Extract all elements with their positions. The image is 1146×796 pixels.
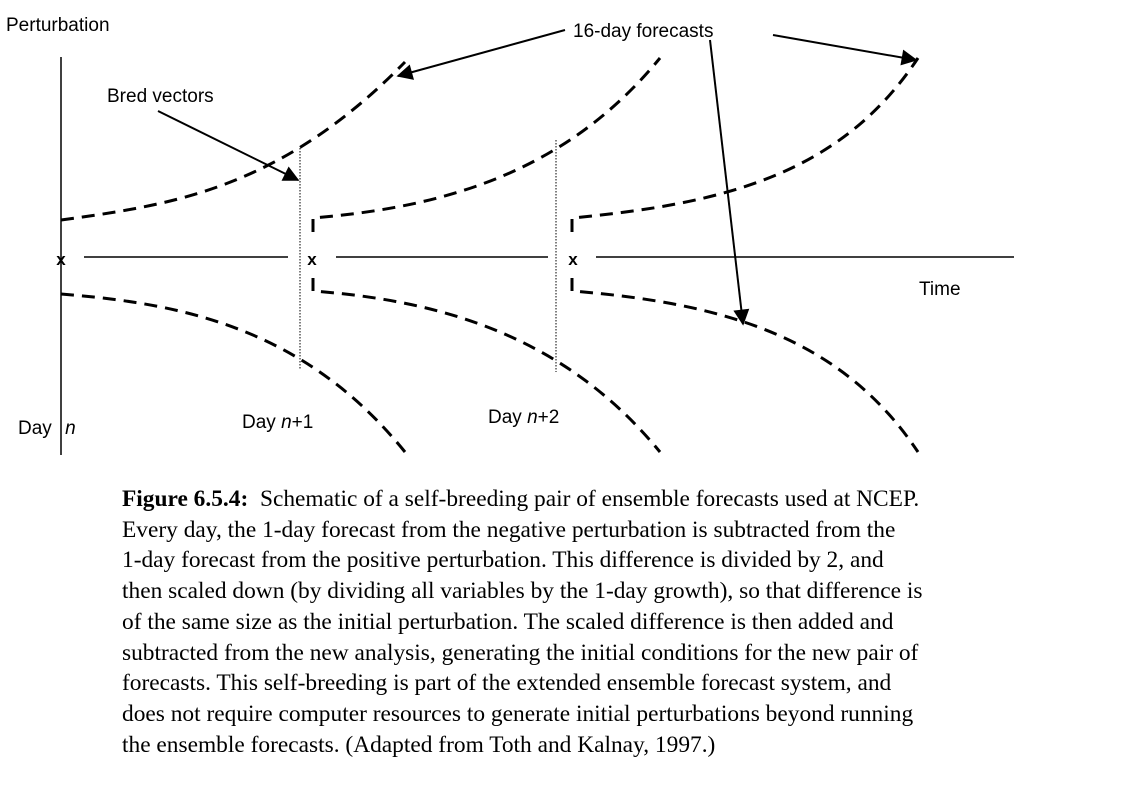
caption-line: does not require computer resources to g… bbox=[122, 700, 914, 727]
caption-line: subtracted from the new analysis, genera… bbox=[122, 639, 919, 666]
arrow-forecasts-3 bbox=[709, 39, 750, 326]
positive-forecast-day-n bbox=[60, 60, 407, 222]
caption-title: Figure 6.5.4: bbox=[122, 486, 249, 512]
arrow-forecasts-1 bbox=[396, 29, 566, 80]
caption-line: then scaled down (by dividing all variab… bbox=[122, 578, 923, 605]
forecasts-label: 16-day forecasts bbox=[573, 21, 713, 42]
day-n1-label: Day n+1 bbox=[242, 412, 313, 433]
caption-line: Figure 6.5.4: Schematic of a self-breedi… bbox=[122, 484, 1142, 515]
caption-line: forecasts. This self-breeding is part of… bbox=[122, 670, 892, 697]
analysis-marker-day-n1: x bbox=[307, 250, 317, 269]
caption-line: Every day, the 1-day forecast from the n… bbox=[122, 516, 896, 543]
caption-line: 1-day forecast from the positive perturb… bbox=[122, 547, 884, 574]
day-n2-label: Day n+2 bbox=[488, 407, 559, 428]
analysis-marker-day-n: x bbox=[56, 250, 66, 269]
negative-forecast-day-n bbox=[60, 292, 407, 453]
caption-line: the ensemble forecasts. (Adapted from To… bbox=[122, 731, 716, 758]
analysis-marker-day-n2: x bbox=[568, 250, 578, 269]
bred-vectors-label: Bred vectors bbox=[107, 86, 214, 107]
positive-forecast-day-n2 bbox=[570, 57, 920, 232]
day-n-label: Day n bbox=[18, 418, 76, 439]
positive-forecast-day-n1 bbox=[311, 57, 662, 232]
figure-caption: Figure 6.5.4: Schematic of a self-breedi… bbox=[122, 484, 1142, 760]
bred-vector-schematic: x x x Perturbation Time 16-day forecasts… bbox=[6, 15, 1014, 455]
caption-text: Schematic of a self-breeding pair of ens… bbox=[248, 486, 920, 512]
arrow-bred-vectors bbox=[157, 110, 300, 181]
arrow-forecasts-2 bbox=[772, 34, 918, 66]
caption-line: of the same size as the initial perturba… bbox=[122, 608, 894, 635]
negative-forecast-day-n1 bbox=[311, 278, 662, 453]
y-axis-label: Perturbation bbox=[6, 15, 110, 36]
negative-forecast-day-n2 bbox=[570, 278, 920, 453]
x-axis-label: Time bbox=[919, 279, 961, 300]
